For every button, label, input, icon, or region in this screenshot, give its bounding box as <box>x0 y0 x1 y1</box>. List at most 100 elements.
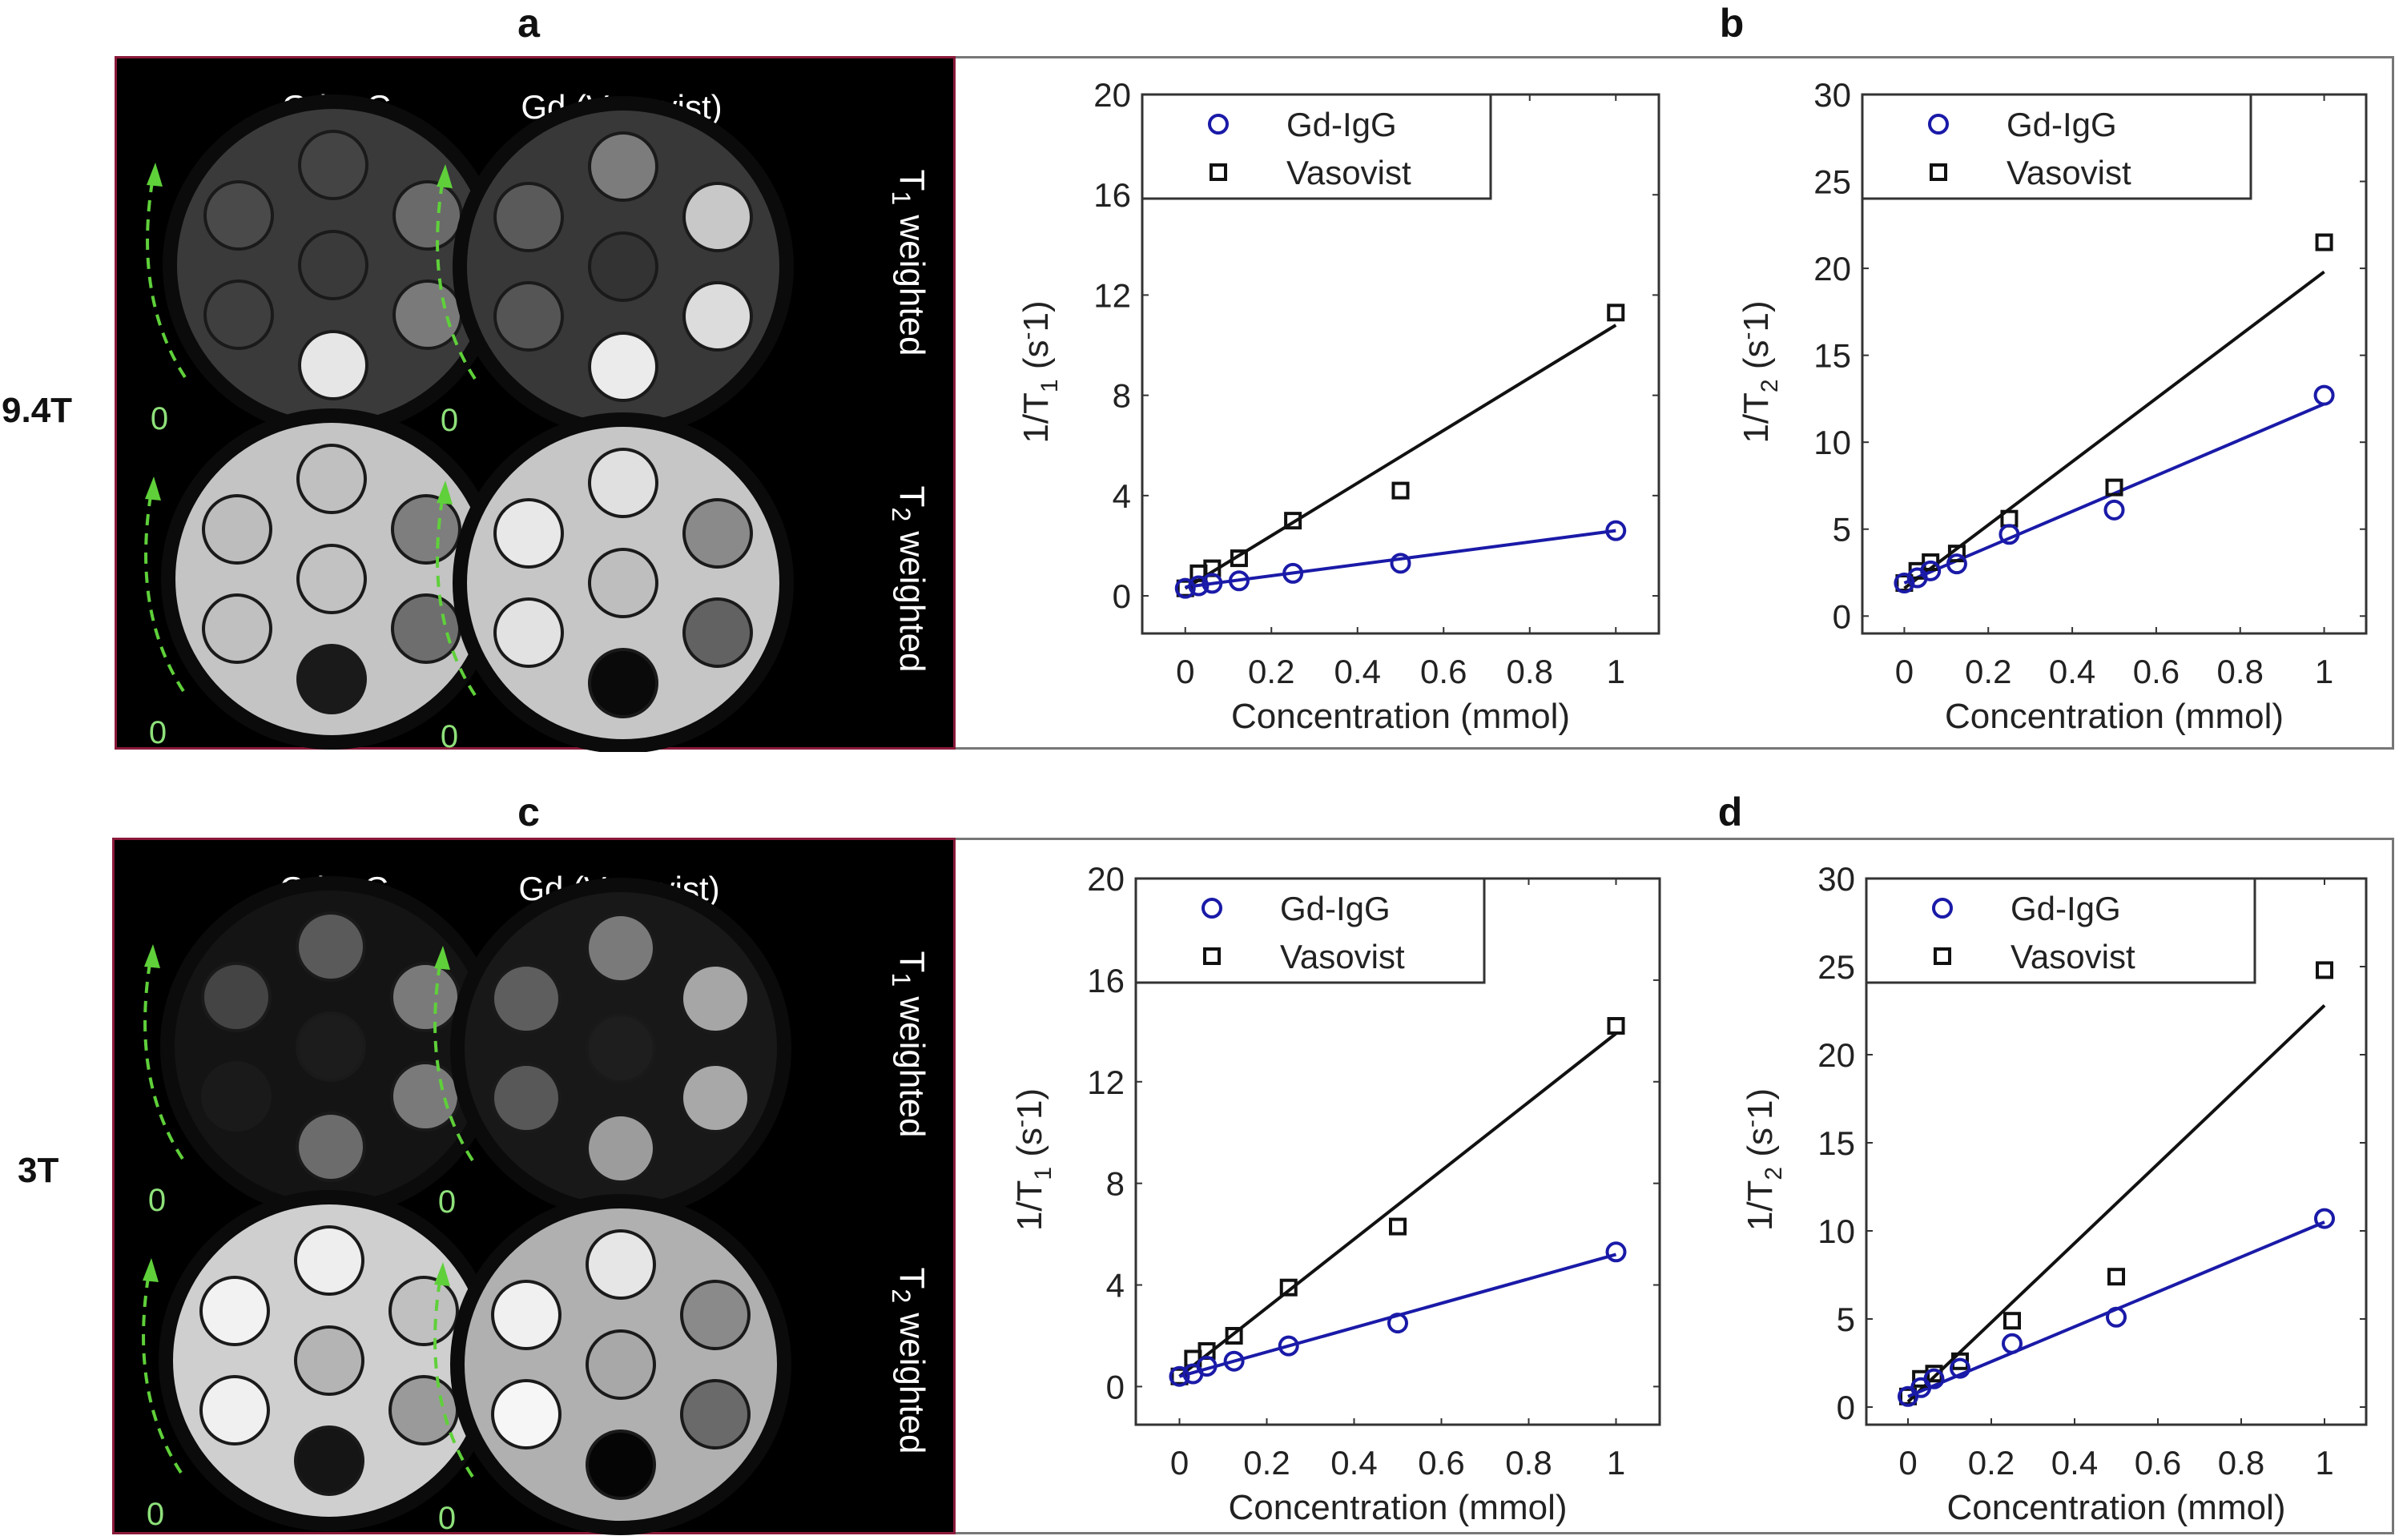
zero-marker: 0 <box>148 1183 166 1218</box>
data-point-gd-igg <box>1894 573 1915 594</box>
legend-label-vasovist: Vasovist <box>1286 154 1411 191</box>
y-tick-label: 8 <box>1113 377 1131 415</box>
vial-lower-left <box>491 1063 562 1133</box>
svg-text:1/T2 (s-1): 1/T2 (s-1) <box>1738 1088 1787 1231</box>
legend: Gd-IgG Vasovist <box>1141 93 1492 200</box>
arrow-head-icon <box>145 476 161 501</box>
vial-upper-left <box>201 962 272 1032</box>
data-point-gd-igg <box>2106 1306 2127 1328</box>
legend-marker-gd-igg <box>1928 114 1949 135</box>
fit-line-vasovist <box>1903 270 2325 590</box>
data-point-gd-igg <box>2314 1208 2335 1229</box>
vial-bottom <box>586 1429 656 1500</box>
rotation-arrow-icon <box>142 1272 183 1474</box>
y-tick-label: 5 <box>1833 511 1851 549</box>
vial-bottom <box>296 1112 366 1182</box>
y-tick-label: 30 <box>1817 860 1855 898</box>
legend: Gd-IgG Vasovist <box>1861 93 2252 200</box>
arrow-head-icon <box>437 164 453 188</box>
y-axis-label: 1/T1 (s-1) <box>1014 300 1063 443</box>
svg-text:1/T1 (s-1): 1/T1 (s-1) <box>1008 1088 1057 1231</box>
chart-d: 0 0.2 0.4 0.6 0.8 1051015202530Concentration … <box>1738 860 2368 1527</box>
x-tick-label: 0 <box>1176 653 1194 690</box>
data-point-gd-igg <box>1278 1335 1299 1357</box>
data-point-vasovist <box>2107 1268 2125 1286</box>
data-point-vasovist <box>2003 1312 2021 1330</box>
legend: Gd-IgG Vasovist <box>1865 877 2256 984</box>
data-point-gd-igg <box>1174 577 1196 599</box>
rotation-arrow-icon <box>433 1276 474 1478</box>
y-axis-label: 1/T2 (s-1) <box>1738 1088 1787 1231</box>
vial-bottom <box>588 332 658 402</box>
legend-marker-vasovist <box>1930 163 1947 181</box>
y-tick-label: 4 <box>1113 477 1131 515</box>
svg-text:1/T2 (s-1): 1/T2 (s-1) <box>1734 300 1783 443</box>
y-tick-label: 16 <box>1093 176 1131 214</box>
panel-letter-c: c <box>517 790 540 834</box>
arrow-head-icon <box>143 1258 159 1282</box>
rotation-arrow-icon <box>146 176 187 379</box>
vial-center <box>588 231 658 302</box>
vial-lower-left <box>493 597 564 668</box>
vial-lower-right <box>388 1375 459 1446</box>
vial-center <box>296 544 367 614</box>
data-point-gd-igg <box>1188 575 1210 597</box>
rotation-arrow-icon <box>433 959 474 1162</box>
data-point-gd-igg <box>1223 1350 1245 1372</box>
vial-bottom <box>588 648 658 718</box>
x-axis-label: Concentration (mmol) <box>1945 697 2284 736</box>
vial-lower-right <box>680 1379 751 1450</box>
vial-lower-right <box>390 1061 461 1132</box>
zero-marker: 0 <box>441 719 458 752</box>
vial-center <box>586 1329 656 1400</box>
x-tick-label: 1 <box>1607 653 1625 690</box>
legend-marker-gd-igg <box>1932 898 1953 919</box>
vial-upper-right <box>390 962 461 1032</box>
legend-marker-vasovist <box>1203 947 1221 965</box>
vial-top <box>298 130 368 200</box>
vial-lower-right <box>680 1063 751 1133</box>
x-tick-label: 0.6 <box>1418 1444 1464 1482</box>
x-tick-label: 0 <box>1895 653 1914 690</box>
vial-lower-left <box>203 279 274 350</box>
vial-lower-left <box>202 593 272 664</box>
vial-center <box>296 1011 366 1082</box>
svg-text:T1 weighted: T1 weighted <box>887 169 932 356</box>
y-tick-label: 15 <box>1813 337 1851 375</box>
vial-upper-right <box>391 494 461 565</box>
legend-label-gd-igg: Gd-IgG <box>2011 890 2121 927</box>
row-label-t2-weighted: T2 weighted <box>887 1267 932 1454</box>
vial-upper-left <box>203 180 274 251</box>
vial-top <box>586 1229 656 1300</box>
x-tick-label: 0.2 <box>1248 653 1294 690</box>
vial-center <box>298 230 368 300</box>
data-point-gd-igg <box>1228 570 1250 592</box>
legend-label-gd-igg: Gd-IgG <box>1286 106 1397 143</box>
legend-marker-vasovist <box>1934 947 1951 965</box>
data-point-gd-igg <box>2313 384 2335 406</box>
vial-top <box>586 913 656 983</box>
vial-lower-right <box>682 281 753 352</box>
vial-top <box>588 448 658 518</box>
data-point-vasovist <box>1391 481 1410 500</box>
zero-marker: 0 <box>441 403 458 438</box>
rotation-arrow-icon <box>144 490 185 693</box>
x-tick-label: 1 <box>2315 1444 2333 1482</box>
legend: Gd-IgG Vasovist <box>1134 877 1486 984</box>
x-tick-label: 0.6 <box>1420 653 1467 690</box>
vial-upper-left <box>199 1276 270 1346</box>
vial-lower-left <box>199 1375 270 1446</box>
zero-marker: 0 <box>149 715 167 750</box>
phantom-t1-gd-igg: 0 <box>146 94 504 436</box>
y-tick-label: 16 <box>1087 962 1125 999</box>
field-label-3t: 3T <box>18 1151 59 1190</box>
y-tick-label: 0 <box>1106 1368 1125 1405</box>
legend-box <box>1861 93 2252 200</box>
zero-marker: 0 <box>151 401 168 436</box>
data-point-gd-igg <box>1946 553 1967 575</box>
data-point-gd-igg <box>1998 524 2020 545</box>
arrow-head-icon <box>437 480 453 505</box>
vial-bottom <box>298 330 368 400</box>
vial-lower-left <box>201 1061 272 1132</box>
field-label-9-4t: 9.4T <box>2 391 73 430</box>
